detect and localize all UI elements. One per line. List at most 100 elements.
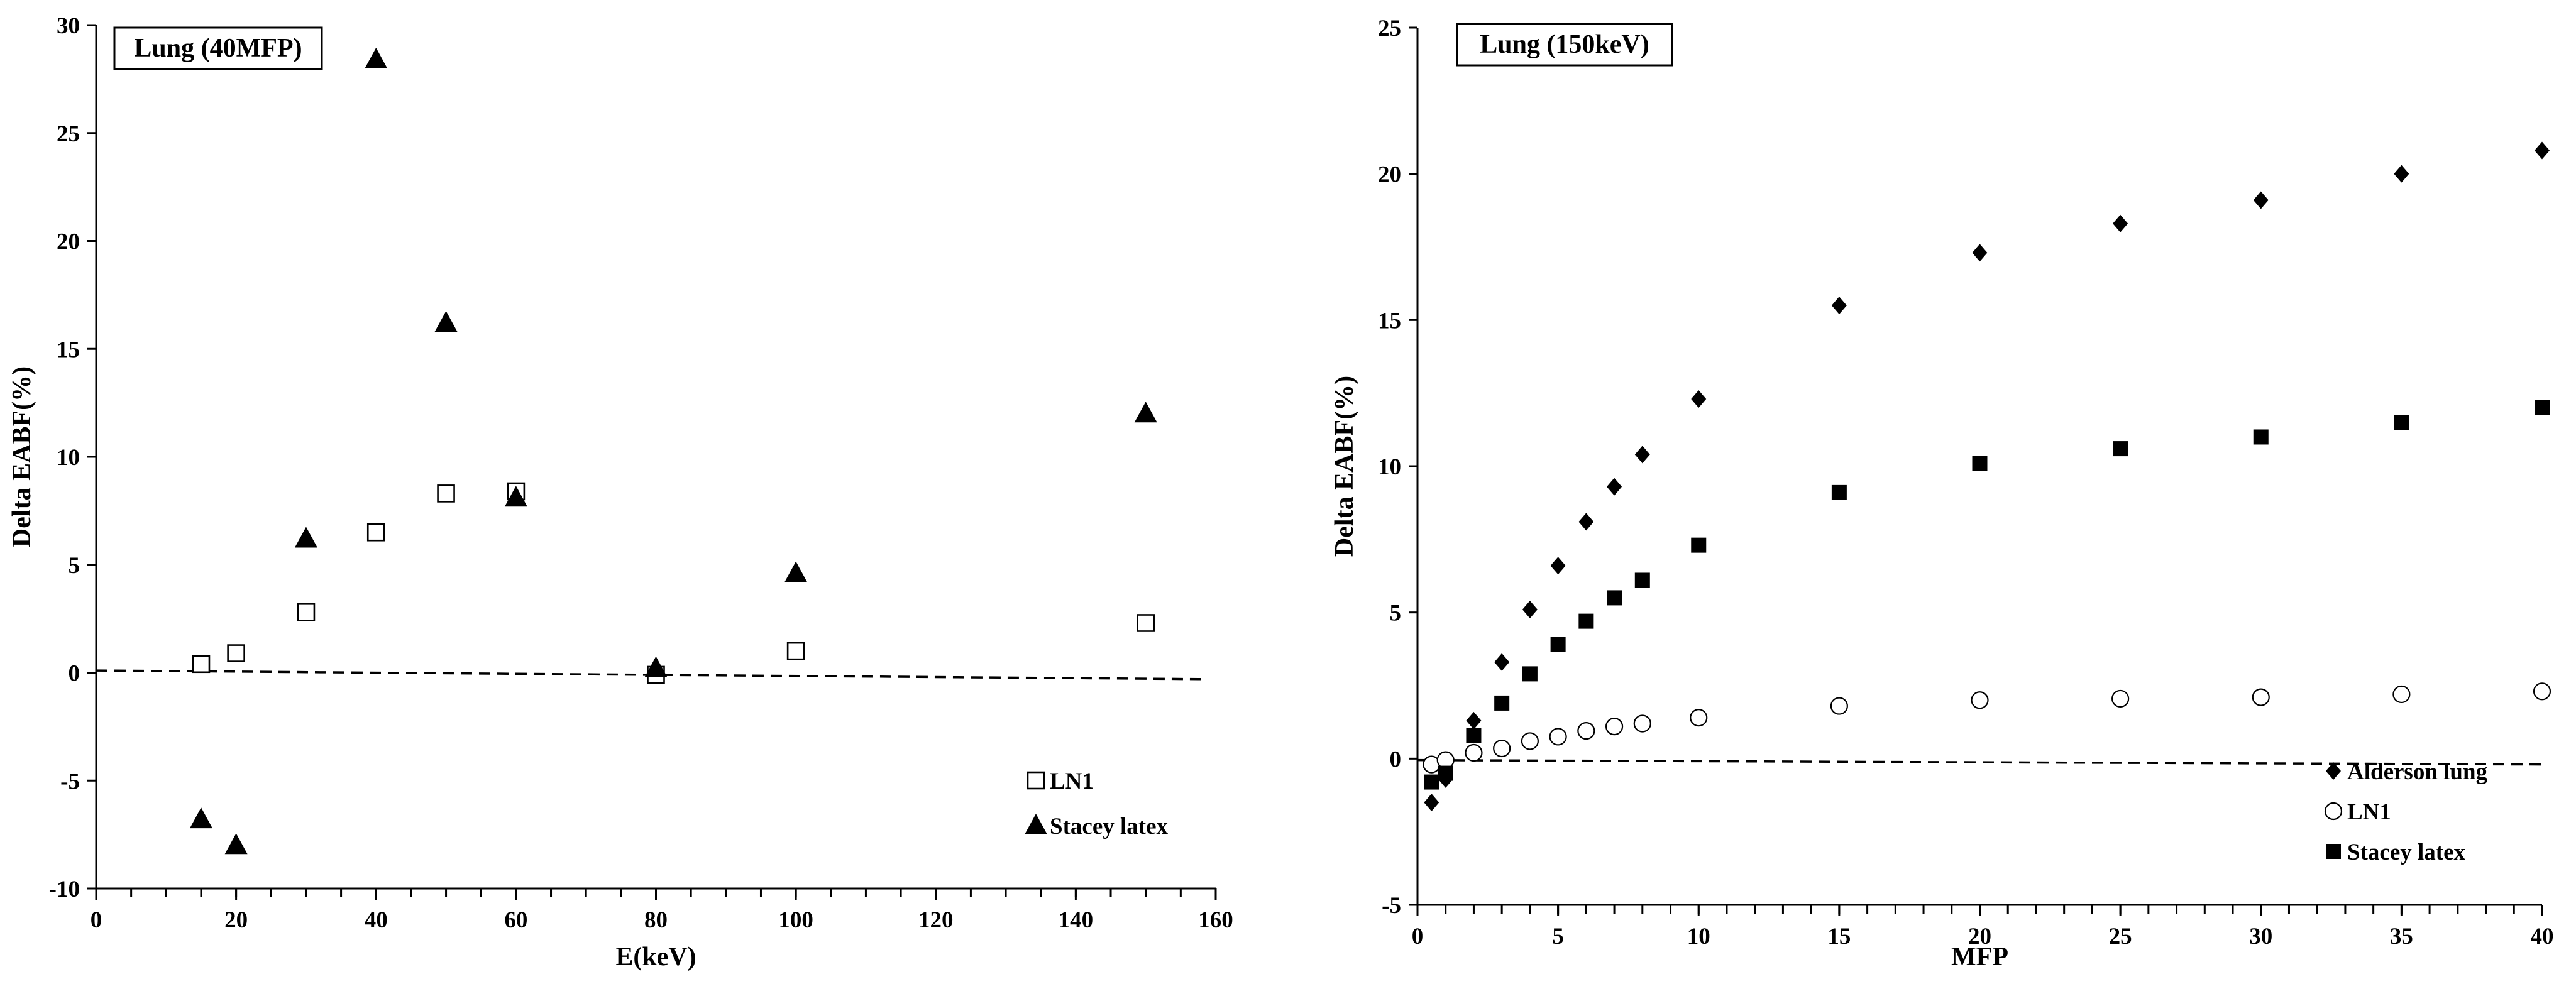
y-tick-label: 20 (57, 229, 80, 255)
y-tick-label: 20 (1378, 162, 1401, 188)
data-point-stacey-latex (644, 656, 668, 677)
x-tick-label: 20 (224, 907, 248, 933)
legend-marker-stacey-latex (1025, 814, 1047, 834)
data-point-ln1 (1633, 714, 1651, 733)
legend-marker-ln1 (2324, 802, 2343, 821)
chart-lung-40mfp: -10 -5 0 5 10 15 20 25 30 0 20 40 60 80 100 120 140 160 E(… (8, 13, 1233, 971)
title-box (1456, 23, 1673, 67)
data-point-ln1 (1577, 722, 1595, 740)
data-point-alderson-lung (1634, 446, 1650, 464)
x-tick-label: 20 (1968, 924, 1991, 949)
data-point-stacey-latex (434, 311, 458, 332)
legend-marker-alderson-lung (2326, 762, 2341, 780)
data-point-ln1 (1137, 614, 1155, 632)
data-point-stacey-latex (2253, 429, 2269, 445)
y-tick-label: 25 (57, 121, 80, 147)
data-point-ln1 (2252, 688, 2270, 706)
data-point-ln1 (1549, 728, 1567, 746)
legend-label: LN1 (1050, 768, 1094, 794)
legend: Alderson lung LN1 Stacey latex (2324, 759, 2488, 865)
data-point-stacey-latex (1424, 774, 1439, 790)
data-point-stacey-latex (189, 807, 212, 829)
data-point-ln1 (192, 655, 211, 674)
data-point-stacey-latex (1578, 613, 1594, 629)
data-point-stacey-latex (2535, 400, 2550, 415)
data-point-stacey-latex (1972, 456, 1988, 471)
y-tick-label: 5 (1390, 601, 1402, 626)
data-point-ln1 (297, 603, 316, 621)
data-point-alderson-lung (1972, 244, 1988, 262)
data-point-ln1 (1830, 697, 1848, 715)
y-tick-label: -10 (49, 877, 80, 902)
data-point-stacey-latex (365, 47, 388, 68)
data-point-ln1 (1521, 732, 1539, 750)
y-axis-title: Delta EABF(%) (8, 366, 36, 547)
x-tick-label: 5 (1552, 924, 1564, 949)
data-point-alderson-lung (2113, 214, 2128, 232)
x-tick-label: 35 (2390, 924, 2413, 949)
data-point-alderson-lung (1466, 711, 1482, 730)
data-point-ln1 (437, 484, 455, 503)
legend-label: LN1 (2347, 799, 2391, 825)
x-tick-label: 10 (1687, 924, 1710, 949)
y-tick-label: 15 (1378, 308, 1401, 334)
data-point-stacey-latex (2113, 441, 2128, 457)
chart-title: Lung (40MFP) (134, 34, 302, 63)
legend-label: Alderson lung (2347, 759, 2488, 785)
data-point-alderson-lung (1424, 794, 1439, 812)
y-tick-label: 5 (69, 553, 80, 579)
x-tick-label: 40 (365, 907, 388, 933)
legend-marker-ln1 (1027, 771, 1045, 790)
data-point-stacey-latex (1522, 666, 1538, 682)
data-point-ln1 (1605, 718, 1624, 736)
x-axis-title: MFP (1951, 943, 2008, 971)
data-point-alderson-lung (1831, 297, 1847, 315)
data-point-alderson-lung (2253, 191, 2269, 209)
chart-lung-150kev: -5 0 5 10 15 20 25 0 5 10 15 20 25 30 35 40 MFP Delta EAB… (1330, 16, 2554, 971)
legend: LN1 Stacey latex (1025, 768, 1169, 839)
legend-label: Stacey latex (2347, 839, 2466, 865)
data-point-ln1 (366, 523, 385, 542)
data-point-ln1 (1493, 739, 1511, 758)
series-stacey-latex (189, 47, 1157, 855)
x-tick-label: 0 (91, 907, 102, 933)
y-tick-label: 0 (1390, 746, 1402, 772)
x-tick-label: 60 (504, 907, 527, 933)
x-tick-label: 40 (2531, 924, 2554, 949)
y-tick-label: 15 (57, 337, 80, 363)
x-tick-label: 120 (918, 907, 954, 933)
data-point-stacey-latex (1607, 590, 1622, 606)
data-point-ln1 (786, 642, 805, 660)
y-tick-label: -5 (1382, 893, 1401, 919)
data-point-stacey-latex (504, 486, 527, 507)
data-point-stacey-latex (2394, 415, 2409, 430)
data-point-ln1 (1465, 743, 1483, 762)
x-tick-label: 25 (2109, 924, 2132, 949)
data-point-ln1 (227, 644, 245, 662)
data-point-alderson-lung (2535, 141, 2550, 160)
y-tick-label: 30 (57, 13, 80, 39)
y-axis-title: Delta EABF(%) (1330, 376, 1359, 557)
x-tick-label: 30 (2249, 924, 2272, 949)
x-tick-label: 160 (1198, 907, 1233, 933)
zero-reference-line (1417, 758, 2543, 766)
data-point-stacey-latex (1134, 402, 1157, 423)
series-ln1 (1423, 682, 2551, 774)
x-tick-label: 0 (1412, 924, 1424, 949)
data-point-stacey-latex (1634, 572, 1650, 588)
data-point-stacey-latex (1466, 728, 1482, 743)
series-stacey-latex (1424, 400, 2550, 790)
x-axis-title: E(keV) (615, 943, 696, 971)
data-point-stacey-latex (1831, 484, 1847, 500)
y-tick-label: 25 (1378, 16, 1401, 41)
legend-marker-stacey-latex (2326, 844, 2341, 859)
legend-label: Stacey latex (1050, 814, 1169, 839)
data-point-alderson-lung (1550, 557, 1566, 575)
x-tick-label: 80 (644, 907, 668, 933)
x-tick-label: 15 (1827, 924, 1851, 949)
data-point-alderson-lung (2394, 165, 2409, 183)
y-tick-label: 10 (57, 445, 80, 471)
data-point-stacey-latex (1438, 765, 1453, 781)
data-point-ln1 (2392, 685, 2411, 704)
